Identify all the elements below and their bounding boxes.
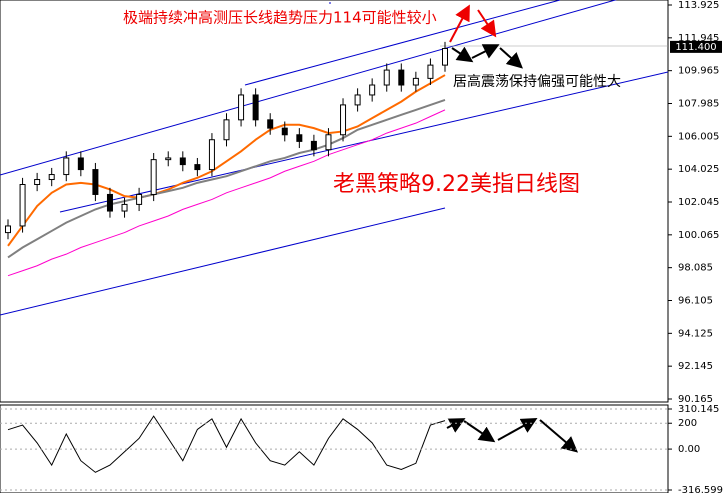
y-tick-label: 113.925 (678, 0, 719, 11)
y-tick-label: 200 (678, 418, 697, 429)
candle-body (442, 48, 448, 66)
y-tick-label: 92.145 (678, 361, 713, 372)
trend-lines (0, 0, 668, 316)
price-label: 111.400 (675, 42, 716, 53)
y-tick-label: 90.165 (678, 394, 713, 405)
candle-body (325, 134, 332, 151)
candle-body (383, 69, 390, 86)
candle-body (34, 179, 41, 186)
candle-body (5, 225, 11, 234)
y-tick-label: 94.125 (678, 328, 713, 339)
candle-body (121, 203, 128, 212)
candle-body (238, 94, 245, 121)
candle-body (267, 119, 274, 129)
candle-body (63, 157, 70, 176)
y-tick-label: 104.025 (678, 164, 719, 175)
y-tick-label: 100.065 (678, 230, 719, 241)
candle-body (92, 169, 99, 195)
annotation: 居高震荡保持偏强可能性大 (453, 73, 621, 90)
candle-body (310, 140, 317, 151)
arrows (446, 4, 579, 453)
y-tick-label: 0.00 (678, 444, 700, 455)
moving-average (7, 109, 446, 277)
candle-body (369, 84, 376, 96)
candle-body (136, 193, 143, 205)
candle-body (354, 94, 361, 106)
y-tick-label: 109.965 (678, 66, 719, 77)
candle-body (194, 164, 201, 171)
candle-body (296, 134, 303, 142)
candle-body (150, 159, 157, 195)
moving-average (7, 98, 446, 259)
y-tick-label: 106.005 (678, 131, 719, 142)
price-panel (0, 0, 669, 403)
y-tick-label: 111.945 (678, 33, 719, 44)
marks (5, 41, 448, 473)
candle-body (179, 157, 186, 166)
candle-body (48, 174, 55, 181)
candle-body (106, 193, 113, 212)
candle-body (281, 127, 288, 136)
candle-body (398, 69, 405, 86)
y-tick-label: -316.5999 (678, 485, 723, 493)
candle-body (427, 64, 434, 79)
y-tick-label: 310.145 (678, 404, 719, 415)
annotation: 极端持续冲高测压长线趋势压力114可能性较小 (123, 9, 437, 27)
candle-body (223, 119, 230, 141)
candle-body (208, 139, 215, 171)
candle-body (412, 77, 419, 86)
annotation: 老黑策略9.22美指日线图 (333, 172, 580, 197)
price-tag (670, 40, 722, 53)
moving-average (7, 74, 446, 247)
y-tick-label: 98.085 (678, 263, 713, 274)
candle-body (252, 94, 259, 121)
y-tick-label: 107.985 (678, 99, 719, 110)
y-tick-label: 102.045 (678, 197, 719, 208)
oscillator-line (7, 415, 446, 473)
y-tick-label: 96.105 (678, 296, 713, 307)
candle-body (340, 104, 347, 136)
candle-body (77, 157, 84, 171)
candle-body (19, 184, 26, 227)
candle-body (165, 157, 172, 161)
